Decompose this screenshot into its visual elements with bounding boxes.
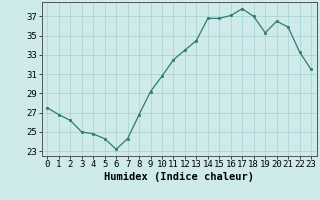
X-axis label: Humidex (Indice chaleur): Humidex (Indice chaleur) — [104, 172, 254, 182]
